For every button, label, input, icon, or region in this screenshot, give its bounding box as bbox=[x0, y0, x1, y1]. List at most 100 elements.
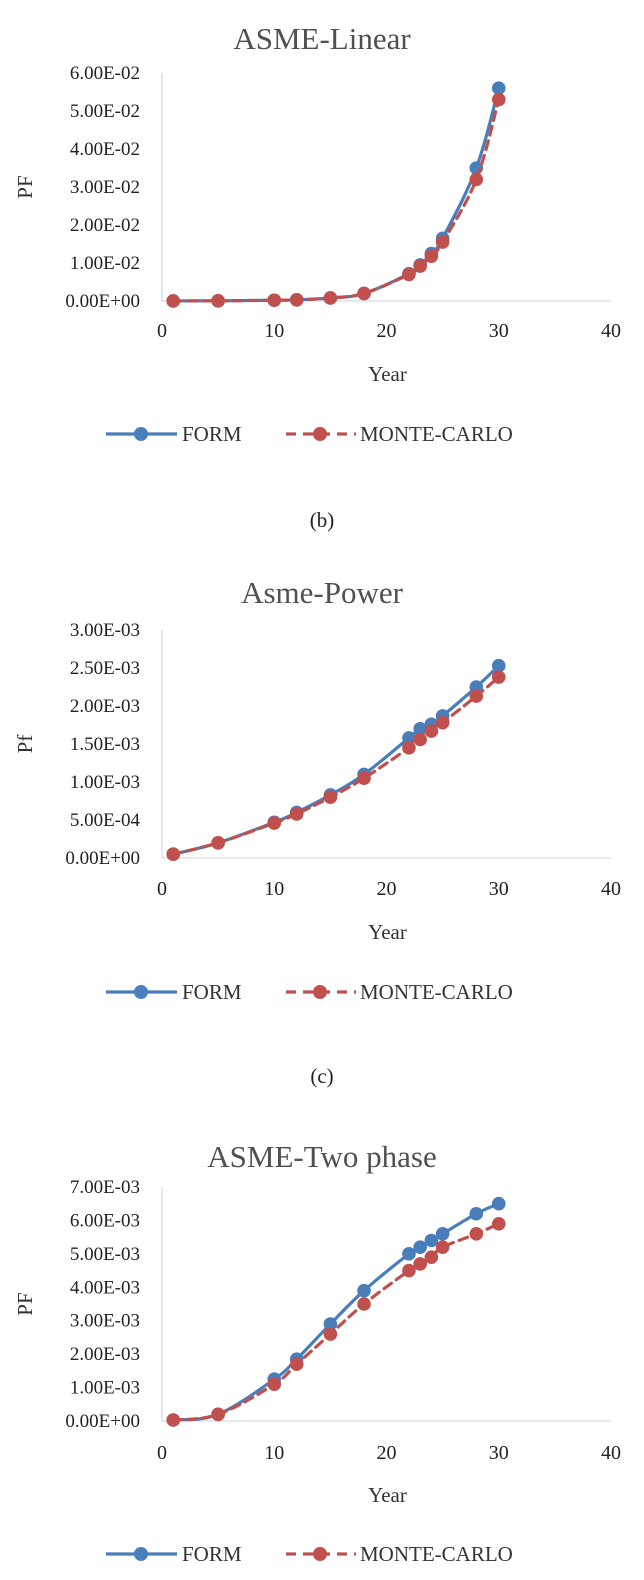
chart-panel-asme-power: Asme-Power 0.00E+00 5.00E-04 1.00E-03 1.50E-… bbox=[0, 560, 644, 1020]
data-point-form bbox=[357, 1283, 371, 1298]
data-point-monte-carlo bbox=[469, 689, 484, 703]
data-point-form bbox=[402, 731, 416, 745]
y-tick-label: 5.00E-02 bbox=[70, 101, 140, 122]
x-axis-label: Year bbox=[368, 920, 407, 944]
data-point-monte-carlo bbox=[267, 1377, 282, 1392]
x-tick-label: 20 bbox=[377, 320, 397, 342]
y-tick-label: 3.00E-02 bbox=[70, 177, 140, 198]
x-axis-label: Year bbox=[368, 1483, 407, 1507]
data-point-monte-carlo bbox=[267, 293, 282, 308]
data-point-monte-carlo bbox=[211, 1407, 225, 1422]
series-line-form bbox=[171, 86, 501, 303]
data-point-monte-carlo bbox=[402, 1263, 416, 1278]
figure-caption-c: (c) bbox=[310, 1064, 334, 1088]
y-tick-label: 7.00E-03 bbox=[70, 1177, 140, 1198]
data-point-monte-carlo bbox=[424, 1250, 439, 1264]
data-point-form bbox=[413, 722, 427, 736]
data-point-form bbox=[491, 81, 506, 95]
x-tick-label: 20 bbox=[377, 1442, 397, 1464]
data-point-form bbox=[435, 1227, 450, 1241]
data-point-form bbox=[424, 1233, 439, 1248]
data-point-monte-carlo bbox=[323, 790, 338, 804]
figure-caption-b: (b) bbox=[309, 508, 335, 532]
y-tick-label: 1.50E-03 bbox=[70, 734, 140, 755]
legend-marker-form bbox=[134, 985, 148, 999]
legend-label-form: FORM bbox=[182, 1542, 242, 1566]
x-tick-label: 30 bbox=[489, 320, 509, 342]
data-point-monte-carlo bbox=[211, 836, 225, 850]
legend-marker-form bbox=[134, 427, 148, 441]
series-line-monte-carlo bbox=[171, 98, 501, 303]
legend-marker-monte-carlo bbox=[313, 1547, 327, 1561]
data-point-monte-carlo bbox=[413, 732, 427, 747]
y-axis-label: PF bbox=[13, 175, 37, 198]
series-line-form bbox=[171, 664, 501, 856]
x-axis-label: Year bbox=[368, 362, 407, 386]
y-tick-label: 2.00E-03 bbox=[70, 696, 140, 717]
y-tick-label: 2.00E-02 bbox=[70, 215, 140, 236]
data-point-monte-carlo bbox=[166, 294, 181, 308]
data-point-monte-carlo bbox=[435, 715, 450, 730]
data-point-monte-carlo bbox=[267, 816, 282, 830]
x-tick-label: 10 bbox=[264, 1442, 284, 1464]
x-tick-label: 30 bbox=[489, 1442, 509, 1464]
data-point-monte-carlo bbox=[211, 294, 225, 308]
y-tick-label: 1.00E-03 bbox=[70, 772, 140, 793]
data-point-monte-carlo bbox=[413, 259, 427, 273]
chart-asme-linear: ASME-Linear 0.00E+00 1.00E-02 2.00E-02 3.00E… bbox=[13, 21, 621, 446]
data-point-monte-carlo bbox=[413, 1257, 427, 1271]
data-point-monte-carlo bbox=[469, 172, 484, 187]
legend-label-form: FORM bbox=[182, 980, 242, 1004]
y-tick-label: 5.00E-04 bbox=[70, 810, 141, 831]
y-tick-label: 2.50E-03 bbox=[70, 658, 140, 679]
data-point-monte-carlo bbox=[424, 724, 439, 738]
data-point-form bbox=[491, 658, 506, 673]
y-tick-label: 3.00E-03 bbox=[70, 620, 140, 641]
y-tick-label: 4.00E-03 bbox=[70, 1277, 140, 1298]
data-point-form bbox=[323, 1317, 338, 1331]
data-point-monte-carlo bbox=[166, 847, 181, 861]
x-tick-label: 40 bbox=[601, 878, 621, 900]
data-point-monte-carlo bbox=[166, 1413, 181, 1427]
chart-panel-asme-two-phase: ASME-Two phase 0.00E+00 1.00E-03 2.00E-03 3.… bbox=[0, 1123, 644, 1580]
legend-label-monte-carlo: MONTE-CARLO bbox=[360, 1542, 513, 1566]
y-tick-label: 1.00E-03 bbox=[70, 1378, 140, 1399]
data-point-monte-carlo bbox=[323, 1327, 338, 1341]
y-axis-label: PF bbox=[13, 1292, 37, 1315]
y-tick-label: 6.00E-03 bbox=[70, 1210, 140, 1231]
data-point-monte-carlo bbox=[357, 771, 371, 785]
y-tick-label: 0.00E+00 bbox=[65, 1411, 140, 1432]
data-point-monte-carlo bbox=[491, 92, 506, 107]
y-tick-label: 2.00E-03 bbox=[70, 1344, 140, 1365]
data-point-monte-carlo bbox=[435, 235, 450, 249]
legend-marker-monte-carlo bbox=[313, 985, 327, 999]
data-point-monte-carlo bbox=[289, 1357, 304, 1371]
chart-asme-power: Asme-Power 0.00E+00 5.00E-04 1.00E-03 1.50E-… bbox=[13, 575, 621, 1004]
y-tick-label: 6.00E-02 bbox=[70, 63, 140, 84]
legend-label-form: FORM bbox=[182, 422, 242, 446]
data-point-form bbox=[469, 1206, 484, 1221]
chart-title: Asme-Power bbox=[241, 575, 404, 610]
y-tick-label: 0.00E+00 bbox=[65, 848, 140, 869]
data-point-monte-carlo bbox=[491, 670, 506, 684]
data-point-monte-carlo bbox=[402, 267, 416, 282]
data-point-monte-carlo bbox=[435, 1240, 450, 1254]
data-point-monte-carlo bbox=[402, 741, 416, 755]
y-tick-label: 0.00E+00 bbox=[65, 291, 140, 312]
x-tick-label: 10 bbox=[264, 320, 284, 342]
chart-title: ASME-Two phase bbox=[207, 1139, 436, 1174]
data-point-monte-carlo bbox=[323, 291, 338, 305]
x-tick-label: 0 bbox=[157, 320, 167, 342]
data-point-form bbox=[402, 1247, 416, 1261]
x-tick-label: 40 bbox=[601, 320, 621, 342]
y-axis-label: Pf bbox=[13, 735, 37, 754]
x-tick-label: 10 bbox=[264, 878, 284, 900]
x-tick-label: 30 bbox=[489, 878, 509, 900]
series-line-form bbox=[171, 1202, 501, 1422]
chart-title: ASME-Linear bbox=[233, 21, 411, 56]
legend-marker-monte-carlo bbox=[313, 427, 327, 441]
series-line-monte-carlo bbox=[171, 675, 501, 856]
data-point-monte-carlo bbox=[469, 1227, 484, 1241]
x-tick-label: 0 bbox=[157, 878, 167, 900]
y-tick-label: 5.00E-03 bbox=[70, 1244, 140, 1265]
